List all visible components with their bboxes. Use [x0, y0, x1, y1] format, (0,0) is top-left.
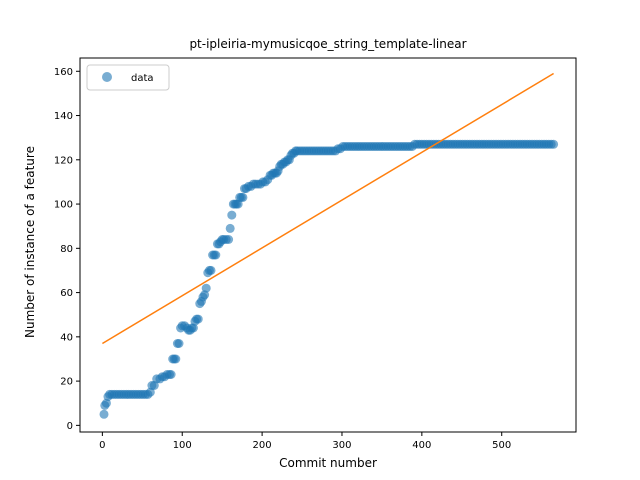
y-tick-label-2: 40 — [60, 332, 73, 343]
y-tick-label-0: 0 — [67, 421, 73, 432]
x-axis: 0 100 200 300 400 500 — [99, 432, 511, 451]
x-tick-label-5: 500 — [492, 440, 511, 451]
data-point-33 — [171, 354, 181, 364]
legend-marker-data — [102, 72, 112, 82]
x-axis-label: Commit number — [279, 456, 377, 470]
y-axis-label: Number of instance of a feature — [23, 146, 37, 338]
x-tick-label-0: 0 — [99, 440, 105, 451]
legend-label-data: data — [131, 73, 154, 84]
plot-area — [99, 72, 559, 419]
data-point-57 — [211, 250, 221, 260]
y-tick-label-5: 100 — [54, 200, 73, 211]
x-tick-label-2: 200 — [253, 440, 272, 451]
y-tick-label-1: 20 — [60, 377, 73, 388]
y-tick-label-8: 160 — [54, 67, 73, 78]
data-point-66 — [227, 210, 237, 220]
data-point-64 — [224, 235, 234, 244]
legend: data — [86, 64, 170, 91]
fit-line — [102, 72, 554, 345]
data-point-73 — [238, 192, 248, 202]
data-point-35 — [174, 339, 184, 348]
data-point-65 — [225, 223, 235, 233]
y-tick-label-7: 140 — [54, 111, 73, 122]
y-tick-label-6: 120 — [54, 155, 73, 166]
legend-box — [86, 64, 170, 91]
data-point-30 — [166, 370, 176, 379]
x-tick-label-4: 400 — [412, 440, 431, 451]
data-point-209 — [549, 139, 559, 149]
y-tick-label-4: 80 — [60, 244, 73, 255]
data-point-46 — [193, 314, 203, 324]
y-axis: 0 20 40 60 80 100 120 140 160 — [54, 67, 80, 432]
plot-frame — [79, 57, 577, 433]
y-tick-label-3: 60 — [60, 288, 73, 299]
x-tick-label-1: 100 — [173, 440, 192, 451]
data-point-51 — [201, 283, 211, 293]
data-point-54 — [206, 265, 216, 275]
data-point-0 — [99, 409, 109, 419]
chart-title: pt-ipleiria-mymusicqoe_string_template-l… — [189, 37, 466, 51]
x-tick-label-3: 300 — [332, 440, 351, 451]
